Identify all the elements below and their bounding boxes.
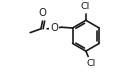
- Text: Cl: Cl: [80, 2, 90, 11]
- Text: Cl: Cl: [87, 59, 96, 68]
- Text: O: O: [50, 23, 58, 33]
- Text: O: O: [38, 8, 47, 18]
